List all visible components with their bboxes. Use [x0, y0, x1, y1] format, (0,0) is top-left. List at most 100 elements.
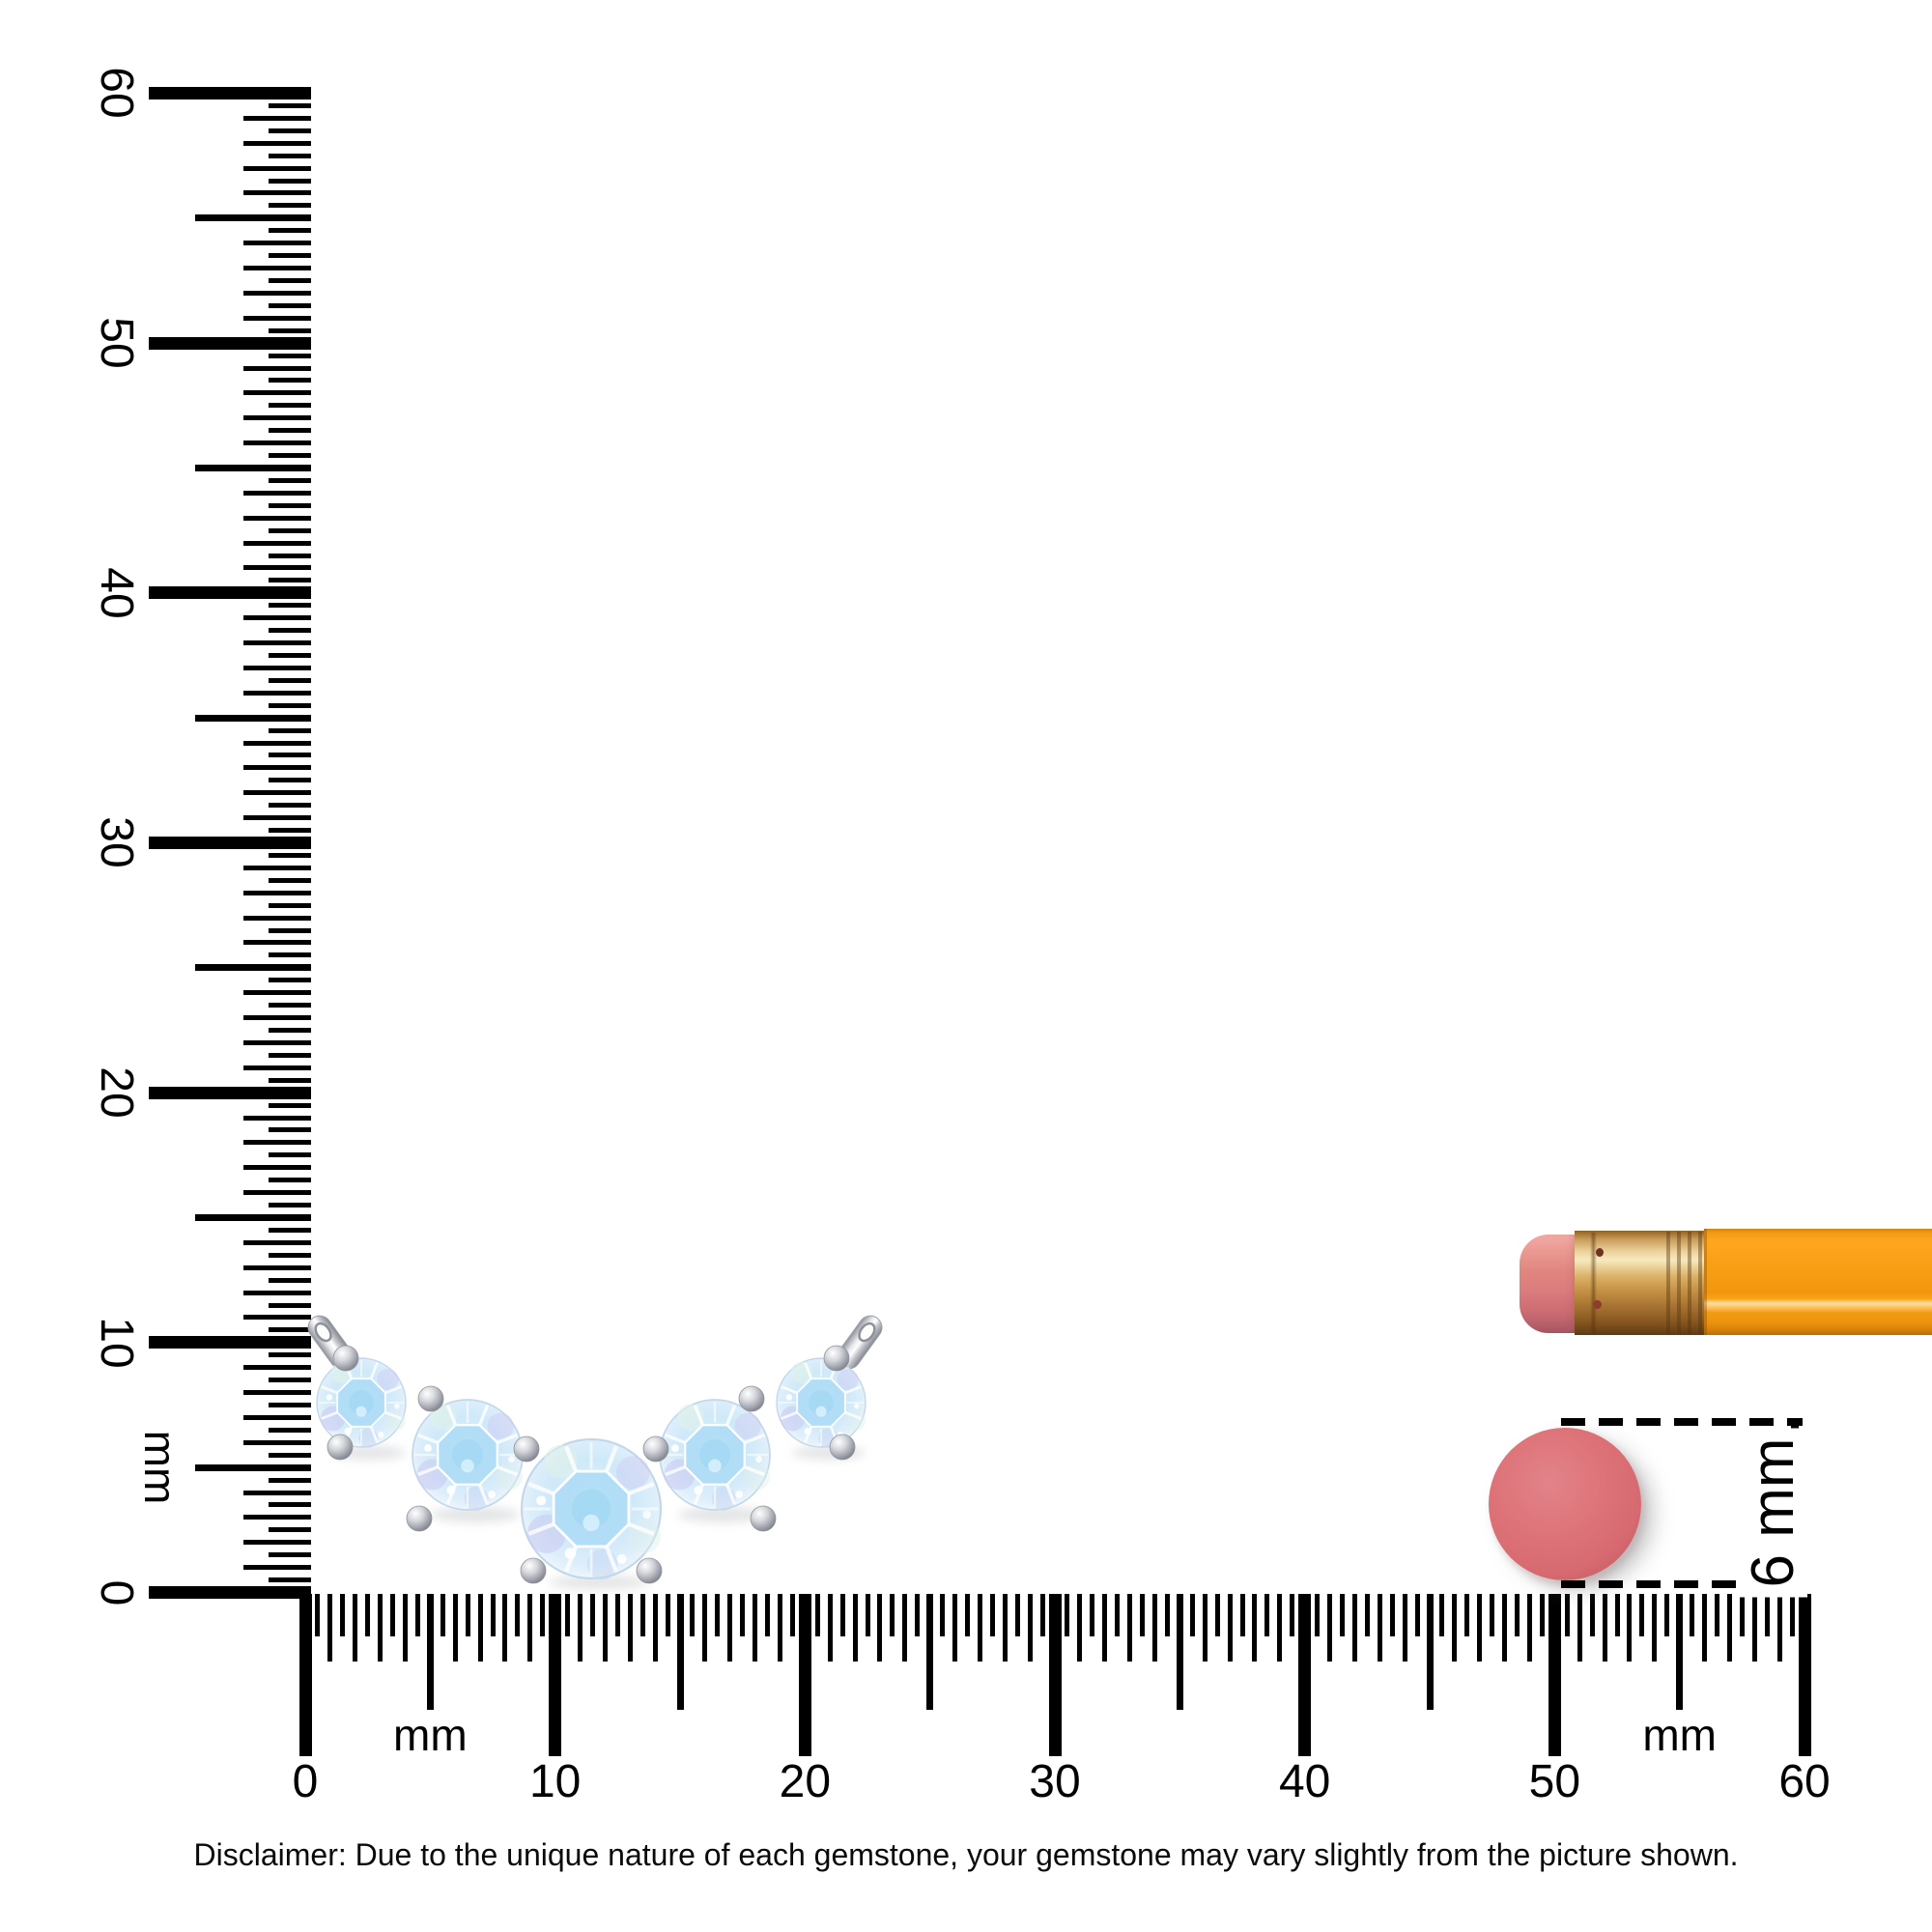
ruler-tick [639, 1594, 645, 1636]
gem-stone [775, 1356, 867, 1450]
gem-stone [658, 1398, 772, 1513]
ruler-tick [715, 1594, 721, 1636]
ruler-tick [1351, 1594, 1357, 1662]
ruler-tick [269, 1452, 311, 1458]
measurement-bracket-bottom [1561, 1580, 1803, 1588]
ruler-tick [243, 1540, 311, 1546]
ruler-tick [465, 1594, 470, 1636]
ruler-number: 50 [91, 317, 142, 369]
ruler-tick [269, 378, 311, 384]
ruler-tick [269, 153, 311, 158]
ruler-tick [740, 1594, 746, 1636]
ruler-tick [1327, 1594, 1333, 1662]
ruler-tick [269, 603, 311, 609]
ruler-tick [269, 1077, 311, 1083]
ruler-tick [243, 690, 311, 696]
ruler-tick [877, 1594, 883, 1662]
ruler-tick [243, 190, 311, 196]
ruler-tick [243, 790, 311, 796]
ruler-number: 40 [1278, 1756, 1331, 1807]
ruler-tick [269, 1502, 311, 1508]
ruler-tick [269, 1527, 311, 1533]
ruler-tick [149, 86, 311, 99]
ruler-tick [269, 1152, 311, 1158]
ruler-tick [195, 214, 311, 222]
ruler-number: 20 [91, 1066, 142, 1119]
ruler-tick [1614, 1594, 1620, 1636]
ruler-tick [589, 1594, 595, 1636]
ruler-tick [243, 415, 311, 421]
ruler-number: 10 [91, 1317, 142, 1369]
ruler-tick [1039, 1594, 1045, 1636]
ruler-tick [702, 1594, 708, 1662]
ruler-tick [243, 740, 311, 746]
ruler-tick [269, 877, 311, 883]
ruler-tick [243, 1290, 311, 1295]
ruler-tick [1014, 1594, 1020, 1636]
ruler-tick [149, 836, 311, 849]
ruler-tick [269, 727, 311, 733]
ruler-tick [1652, 1594, 1658, 1662]
ruler-tick [243, 940, 311, 946]
ruler-tick [814, 1594, 820, 1636]
ruler-tick [1589, 1594, 1595, 1636]
ruler-tick [1077, 1594, 1083, 1662]
ruler-tick [798, 1594, 811, 1756]
ruler-tick [269, 803, 311, 809]
ruler-tick [1515, 1594, 1520, 1636]
ruler-tick [269, 1027, 311, 1033]
pencil-ferrule-dot [1596, 1248, 1604, 1257]
ruler-tick [269, 1252, 311, 1258]
ruler-tick [940, 1594, 946, 1636]
ruler-number: 40 [91, 567, 142, 619]
ruler-tick [243, 1365, 311, 1371]
ruler-tick [149, 586, 311, 600]
ruler-tick [243, 1390, 311, 1396]
ruler-number: 10 [528, 1756, 582, 1807]
eraser-disc [1489, 1428, 1641, 1580]
ruler-tick [243, 915, 311, 921]
ruler-tick [890, 1594, 895, 1636]
ruler-tick [269, 1203, 311, 1208]
ruler-tick [1189, 1594, 1195, 1636]
ruler-tick [1751, 1594, 1757, 1662]
ruler-tick [1439, 1594, 1445, 1636]
ruler-tick [1252, 1594, 1258, 1662]
ruler-tick [690, 1594, 696, 1636]
ruler-tick [565, 1594, 571, 1636]
ruler-tick [269, 178, 311, 184]
ruler-tick [540, 1594, 546, 1636]
ruler-tick [315, 1594, 321, 1636]
ruler-tick [149, 1586, 311, 1599]
ruler-tick [269, 1127, 311, 1133]
ruler-number: 30 [1029, 1756, 1081, 1807]
ruler-tick [676, 1594, 684, 1710]
ruler-number: 0 [91, 1579, 142, 1605]
ruler-tick [1048, 1594, 1062, 1756]
ruler-tick [243, 1140, 311, 1146]
ruler-tick [865, 1594, 870, 1636]
ruler-tick [243, 440, 311, 446]
ruler-tick [1477, 1594, 1483, 1662]
ruler-tick [269, 128, 311, 133]
ruler-tick [452, 1594, 458, 1662]
gem-stone [522, 1439, 661, 1579]
ruler-tick [365, 1594, 371, 1636]
ruler-tick [269, 203, 311, 209]
ruler-tick [614, 1594, 620, 1636]
ruler-tick [243, 1565, 311, 1571]
ruler-tick [852, 1594, 858, 1662]
ruler-tick [1798, 1594, 1811, 1756]
ruler-tick [269, 353, 311, 358]
ruler-tick [902, 1594, 908, 1662]
prong-balls [327, 1345, 856, 1584]
ruler-tick [269, 828, 311, 834]
gem-stone [315, 1356, 408, 1450]
disclaimer-text: Disclaimer: Due to the unique nature of … [193, 1837, 1739, 1872]
ruler-tick [1065, 1594, 1070, 1636]
ruler-tick [269, 1427, 311, 1433]
ruler-tick [1227, 1594, 1233, 1662]
ruler-tick [1627, 1594, 1633, 1662]
ruler-tick [269, 1402, 311, 1407]
pencil-ferrule-dot [1593, 1300, 1602, 1309]
